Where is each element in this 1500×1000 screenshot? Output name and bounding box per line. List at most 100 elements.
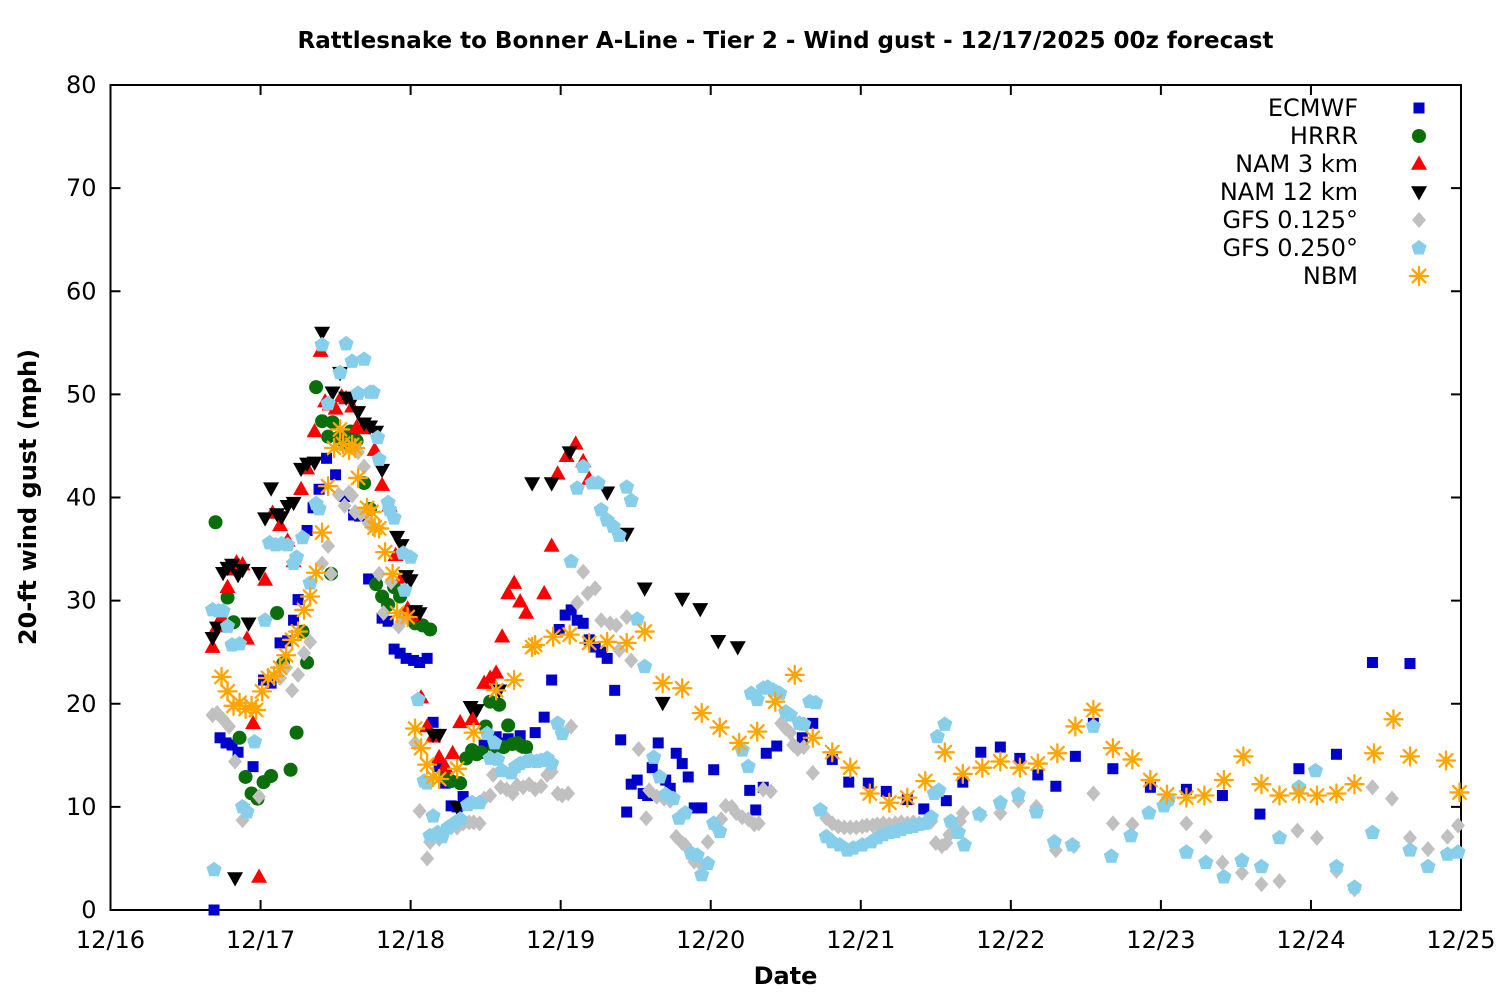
data-point [807,717,819,729]
data-point [1366,657,1378,668]
y-tick-label: 60 [66,277,97,305]
data-point [1194,785,1215,806]
y-tick-label: 50 [66,380,97,408]
data-point [453,776,468,791]
data-point [682,771,694,783]
data-point [294,529,311,545]
y-tick-label: 10 [66,793,97,821]
data-point [579,632,600,654]
data-point [293,599,315,621]
data-point [403,549,419,564]
data-point [570,594,585,611]
data-point [501,718,516,733]
data-point [321,537,336,554]
data-point [416,754,438,775]
legend-label-gfs-0-250: GFS 0.250° [1222,234,1358,262]
data-point [472,794,488,810]
data-point [472,815,487,832]
data-point [784,664,805,686]
data-point [1309,829,1324,846]
data-point [575,458,591,474]
data-point [605,518,621,533]
data-point [232,730,247,745]
data-point [288,549,305,564]
data-point [611,527,627,543]
data-point [400,652,412,664]
data-point [646,749,662,764]
data-point [621,806,633,818]
data-point [1178,844,1195,859]
data-point [344,353,360,368]
data-point [880,785,892,797]
data-point [1086,785,1101,802]
data-point [1179,815,1194,832]
data-point [397,606,418,628]
data-point [452,713,469,729]
data-point [1412,212,1426,228]
data-point [1328,858,1345,874]
data-point [639,810,654,827]
data-point [1009,757,1030,778]
x-tick-label: 12/16 [76,926,145,954]
data-point [315,555,330,572]
data-point [940,795,952,807]
data-point [796,732,808,744]
data-point [609,684,621,696]
data-point [500,584,517,600]
data-point [464,710,481,726]
data-point [285,496,302,512]
legend: ECMWF HRRR NAM 3 km NAM 12 km GFS 0.125° GFS … [110,94,1432,290]
data-point [1254,876,1269,893]
data-point [490,751,506,766]
data-point [1326,783,1347,804]
data-point [1064,837,1080,852]
data-point [588,580,603,597]
data-point [577,617,589,629]
data-point [220,737,232,749]
data-point [281,629,303,650]
data-point [1411,186,1427,201]
data-point [1435,750,1457,771]
data-point [1176,787,1197,808]
data-point [463,722,484,743]
data-point [677,805,693,820]
data-point [654,696,671,712]
data-point [665,790,681,806]
data-point [538,711,550,723]
data-point [331,486,346,503]
data-point [1330,748,1342,760]
data-point [934,742,955,763]
data-point [1233,746,1254,767]
data-point [1046,833,1062,849]
data-point [445,800,457,812]
data-point [897,787,918,808]
data-point [246,733,263,749]
data-point [389,530,406,546]
data-point [619,609,634,626]
data-point [956,837,972,852]
data-point [329,419,351,440]
data-point [783,724,798,741]
data-point [488,664,505,679]
data-point [251,566,268,582]
y-tick-label: 20 [66,690,97,718]
data-point [812,801,828,817]
data-point [232,746,244,758]
data-point [1293,763,1305,775]
data-point [214,732,226,744]
data-point [289,725,304,740]
data-point [652,672,673,694]
data-point [534,778,549,795]
data-point [1413,102,1425,114]
data-point [670,747,682,759]
data-point [676,758,688,770]
legend-item-hrrr: HRRR [110,122,1432,150]
data-point [257,612,273,627]
data-point [292,594,304,606]
data-point [646,762,658,774]
data-point [311,522,333,543]
data-point [211,666,232,688]
data-point [1103,848,1119,863]
data-point [565,604,577,616]
